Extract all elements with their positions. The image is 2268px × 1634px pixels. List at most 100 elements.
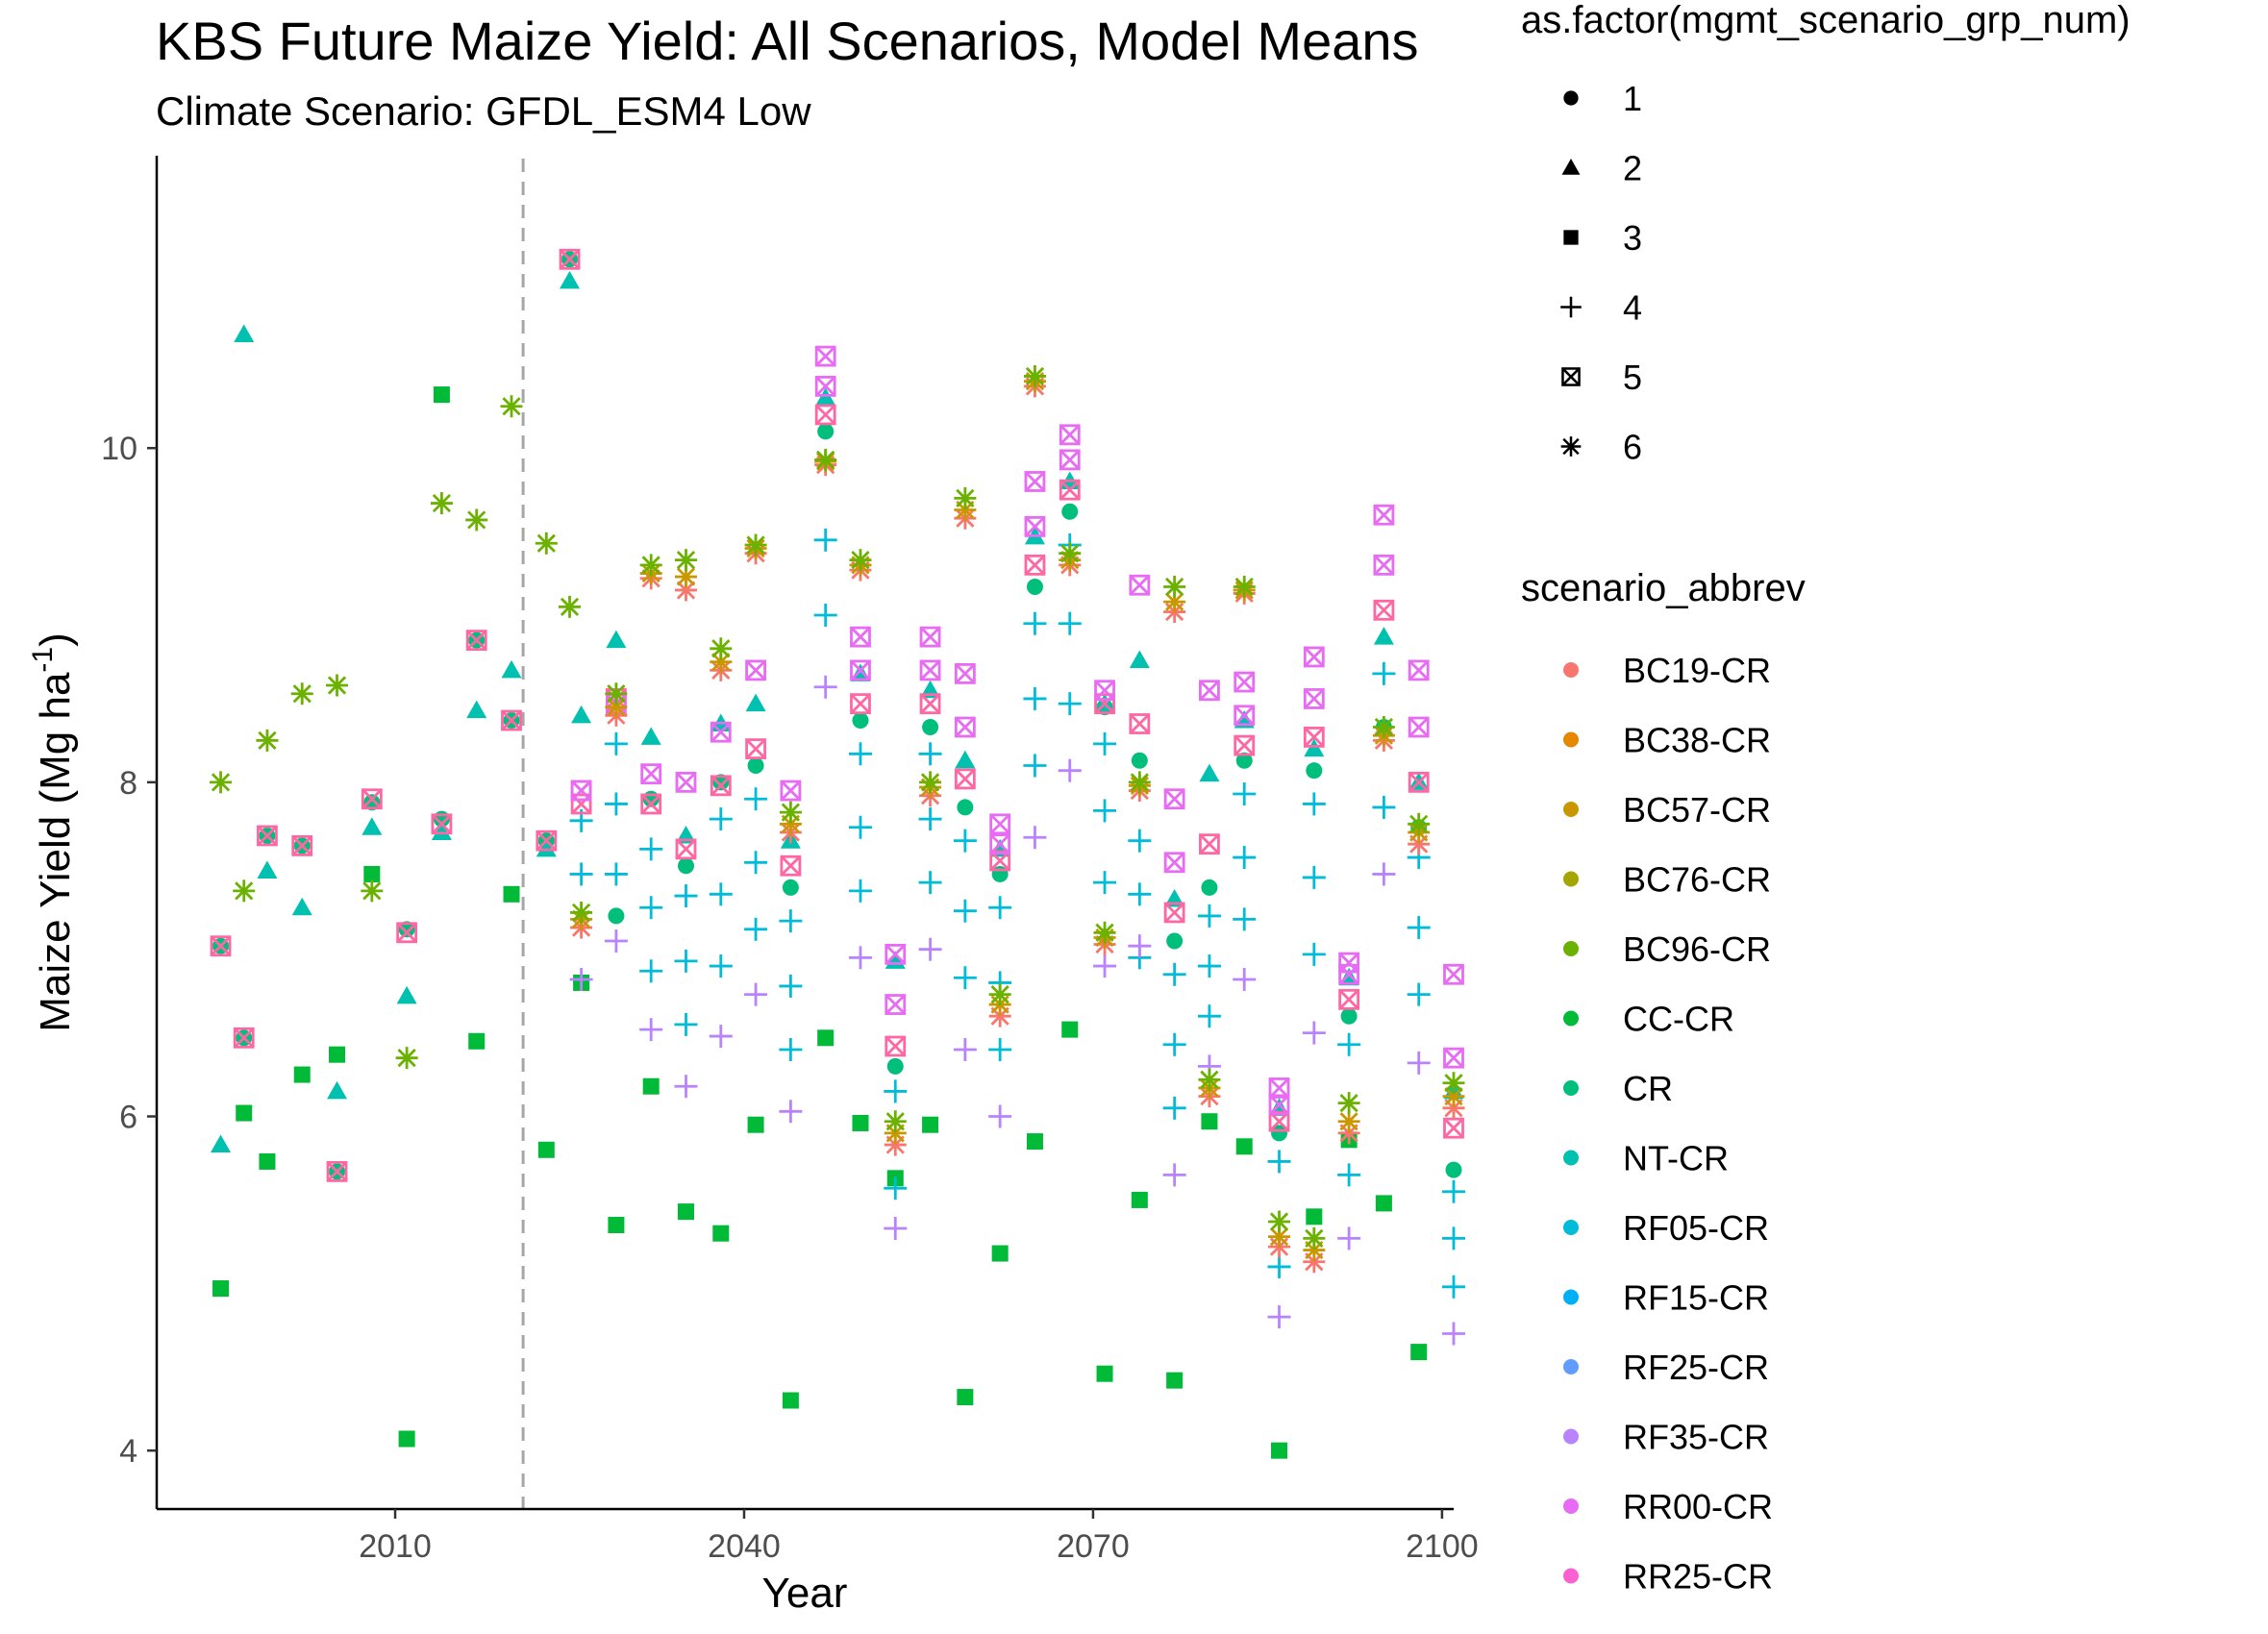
shape-legend-item: 4 (1560, 288, 1642, 328)
color-legend-item: BC57-CR (1563, 790, 1771, 829)
data-point (329, 1046, 346, 1063)
data-point (503, 885, 520, 903)
color-legend-label: CR (1623, 1069, 1673, 1108)
data-point (1163, 902, 1185, 924)
data-point (954, 768, 976, 790)
shape-legend-key (1561, 159, 1581, 175)
data-point (885, 1035, 907, 1057)
data-point (817, 423, 835, 440)
data-point (604, 928, 628, 953)
data-point (1407, 982, 1431, 1006)
data-point (1197, 904, 1221, 928)
data-point (988, 983, 1011, 1006)
data-point (1129, 713, 1151, 734)
color-legend-label: NT-CR (1623, 1139, 1729, 1178)
series-bc19-cr (570, 375, 1465, 1274)
y-axis-title-main: Maize Yield (Mg ha (32, 672, 79, 1032)
data-point (398, 921, 415, 938)
series-rf05-cr (569, 528, 1465, 1299)
data-point (745, 693, 766, 712)
data-point (1443, 1117, 1464, 1139)
color-legend-label: RF15-CR (1623, 1278, 1769, 1318)
data-point (501, 709, 522, 731)
data-point (848, 946, 872, 970)
data-point (559, 248, 581, 270)
data-point (500, 395, 523, 418)
x-axis-ticks: 2010 2040 2070 2100 (359, 1509, 1479, 1565)
shape-legend-label: 1 (1623, 79, 1642, 118)
data-point (919, 771, 942, 794)
color-legend-item: RR00-CR (1563, 1487, 1773, 1526)
data-point (1131, 752, 1148, 769)
color-legend-label: RR25-CR (1623, 1557, 1773, 1597)
data-point (569, 967, 593, 991)
data-point (1372, 715, 1395, 738)
data-point (674, 549, 697, 572)
data-point (536, 829, 558, 852)
data-point (1442, 1226, 1465, 1250)
x-axis-title: Year (762, 1570, 848, 1617)
data-point (674, 884, 698, 908)
data-point (1093, 954, 1117, 978)
color-legend-key (1563, 871, 1579, 887)
data-point (465, 630, 487, 651)
data-point (782, 1392, 799, 1409)
data-point (1373, 599, 1395, 621)
data-point (1268, 1077, 1290, 1099)
data-point (1026, 1133, 1043, 1151)
data-point (1024, 554, 1046, 576)
color-legend-key (1563, 1150, 1579, 1166)
data-point (570, 901, 593, 924)
data-point (1061, 1021, 1079, 1038)
data-point (674, 1012, 698, 1036)
data-point (1163, 788, 1185, 810)
data-point (290, 682, 313, 706)
data-point (1163, 575, 1186, 598)
data-point (398, 1430, 415, 1448)
data-point (1408, 659, 1430, 681)
shape-legend-title: as.factor(mgmt_scenario_grp_num) (1521, 0, 2131, 41)
color-legend-label: CC-CR (1623, 1000, 1734, 1039)
data-point (431, 813, 453, 835)
data-point (1373, 504, 1395, 526)
data-point (815, 387, 836, 407)
data-point (1059, 542, 1082, 565)
series-rf35-cr (569, 675, 1465, 1346)
data-point (953, 1037, 977, 1061)
data-point (535, 532, 558, 555)
y-axis-title: Maize Yield (Mg ha-1) (27, 632, 79, 1032)
data-point (1445, 1161, 1462, 1178)
data-point (1023, 364, 1046, 387)
color-legend-label: RF05-CR (1623, 1208, 1769, 1248)
data-point (1267, 1150, 1291, 1174)
data-point (744, 851, 768, 875)
series-cr (212, 251, 1462, 1180)
data-point (570, 780, 592, 802)
color-legend-label: RF35-CR (1623, 1418, 1769, 1457)
data-point (326, 674, 349, 697)
data-point (1407, 916, 1431, 940)
data-point (1302, 792, 1326, 816)
data-point (850, 626, 871, 648)
shape-legend: as.factor(mgmt_scenario_grp_num) 1 2 3 4 5 6 (1521, 0, 2131, 467)
data-point (1059, 479, 1081, 501)
data-point (988, 1037, 1012, 1061)
color-legend-label: BC19-CR (1623, 651, 1771, 690)
data-point (233, 879, 256, 903)
data-point (918, 807, 942, 831)
data-point (1166, 932, 1184, 950)
data-point (1061, 503, 1079, 520)
data-point (1302, 865, 1326, 889)
data-point (779, 1100, 803, 1124)
data-point (1302, 942, 1326, 966)
shape-legend-label: 2 (1623, 149, 1642, 188)
data-point (709, 1025, 733, 1049)
data-point (236, 1104, 253, 1122)
data-point (884, 1079, 908, 1103)
shape-legend-item: 3 (1563, 218, 1642, 258)
data-point (918, 742, 942, 766)
data-point (1024, 515, 1046, 537)
color-legend-item: BC19-CR (1563, 651, 1771, 690)
data-point (988, 896, 1012, 920)
color-legend-item: NT-CR (1563, 1139, 1729, 1178)
